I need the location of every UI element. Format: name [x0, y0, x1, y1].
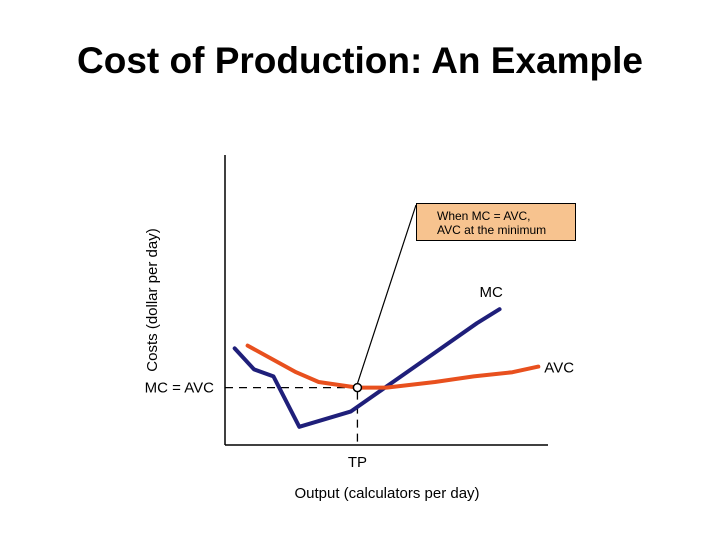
series-mc-line: [232, 307, 502, 429]
x-axis-label: Output (calculators per day): [294, 485, 479, 502]
callout-line-1: When MC = AVC,: [437, 209, 531, 223]
callout-pointer-line: [356, 204, 417, 384]
intersection-point: [352, 382, 363, 393]
series-avc-label: AVC: [544, 360, 574, 377]
series-mc-label: MC: [480, 284, 503, 301]
y-axis-label: Costs (dollar per day): [144, 228, 161, 371]
series-avc-line: [245, 343, 541, 390]
mc-equals-avc-label: MC = AVC: [145, 380, 214, 397]
callout-box: When MC = AVC, AVC at the minimum: [416, 203, 576, 241]
slide-title: Cost of Production: An Example: [77, 40, 643, 81]
tp-label: TP: [348, 454, 367, 471]
callout-line-2: AVC at the minimum: [437, 223, 547, 237]
